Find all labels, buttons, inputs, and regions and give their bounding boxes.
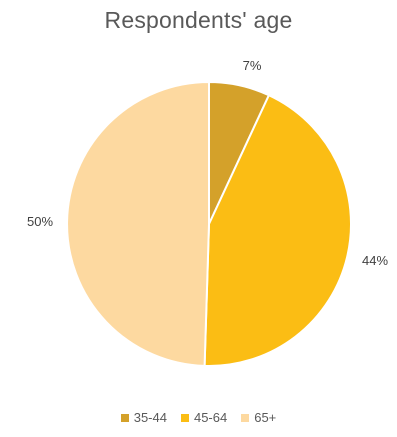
legend-item-35-44: 35-44 bbox=[120, 410, 167, 425]
legend-swatch-45-64 bbox=[180, 413, 189, 422]
chart-title: Respondents' age bbox=[104, 7, 293, 33]
legend-item-45-64: 45-64 bbox=[180, 410, 228, 425]
legend-swatch-35-44 bbox=[120, 413, 129, 422]
data-label-65-plus: 50% bbox=[27, 214, 53, 229]
data-label-45-64: 44% bbox=[362, 253, 388, 268]
chart-legend: 35-44 45-64 65+ bbox=[0, 410, 397, 425]
data-label-35-44: 7% bbox=[243, 58, 262, 73]
legend-swatch-65-plus bbox=[241, 413, 250, 422]
legend-label-65-plus: 65+ bbox=[254, 410, 277, 425]
pie-slice-65-plus bbox=[66, 80, 210, 367]
legend-item-65-plus: 65+ bbox=[241, 410, 276, 425]
legend-label-45-64: 45-64 bbox=[193, 410, 228, 425]
legend-label-35-44: 35-44 bbox=[133, 410, 167, 425]
pie-slice-45-64 bbox=[203, 93, 352, 367]
